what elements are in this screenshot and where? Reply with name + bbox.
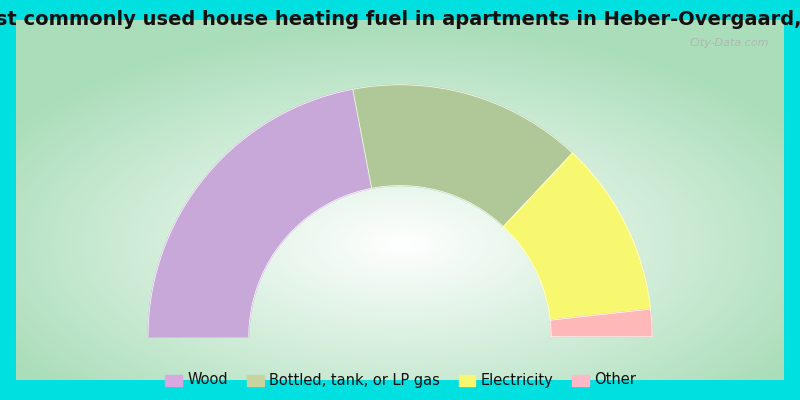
- Text: City-Data.com: City-Data.com: [689, 38, 769, 48]
- Text: Most commonly used house heating fuel in apartments in Heber-Overgaard, AZ: Most commonly used house heating fuel in…: [0, 10, 800, 29]
- Polygon shape: [148, 89, 372, 337]
- Polygon shape: [353, 85, 573, 226]
- Polygon shape: [503, 153, 650, 320]
- Polygon shape: [550, 309, 652, 337]
- Legend: Wood, Bottled, tank, or LP gas, Electricity, Other: Wood, Bottled, tank, or LP gas, Electric…: [158, 367, 642, 393]
